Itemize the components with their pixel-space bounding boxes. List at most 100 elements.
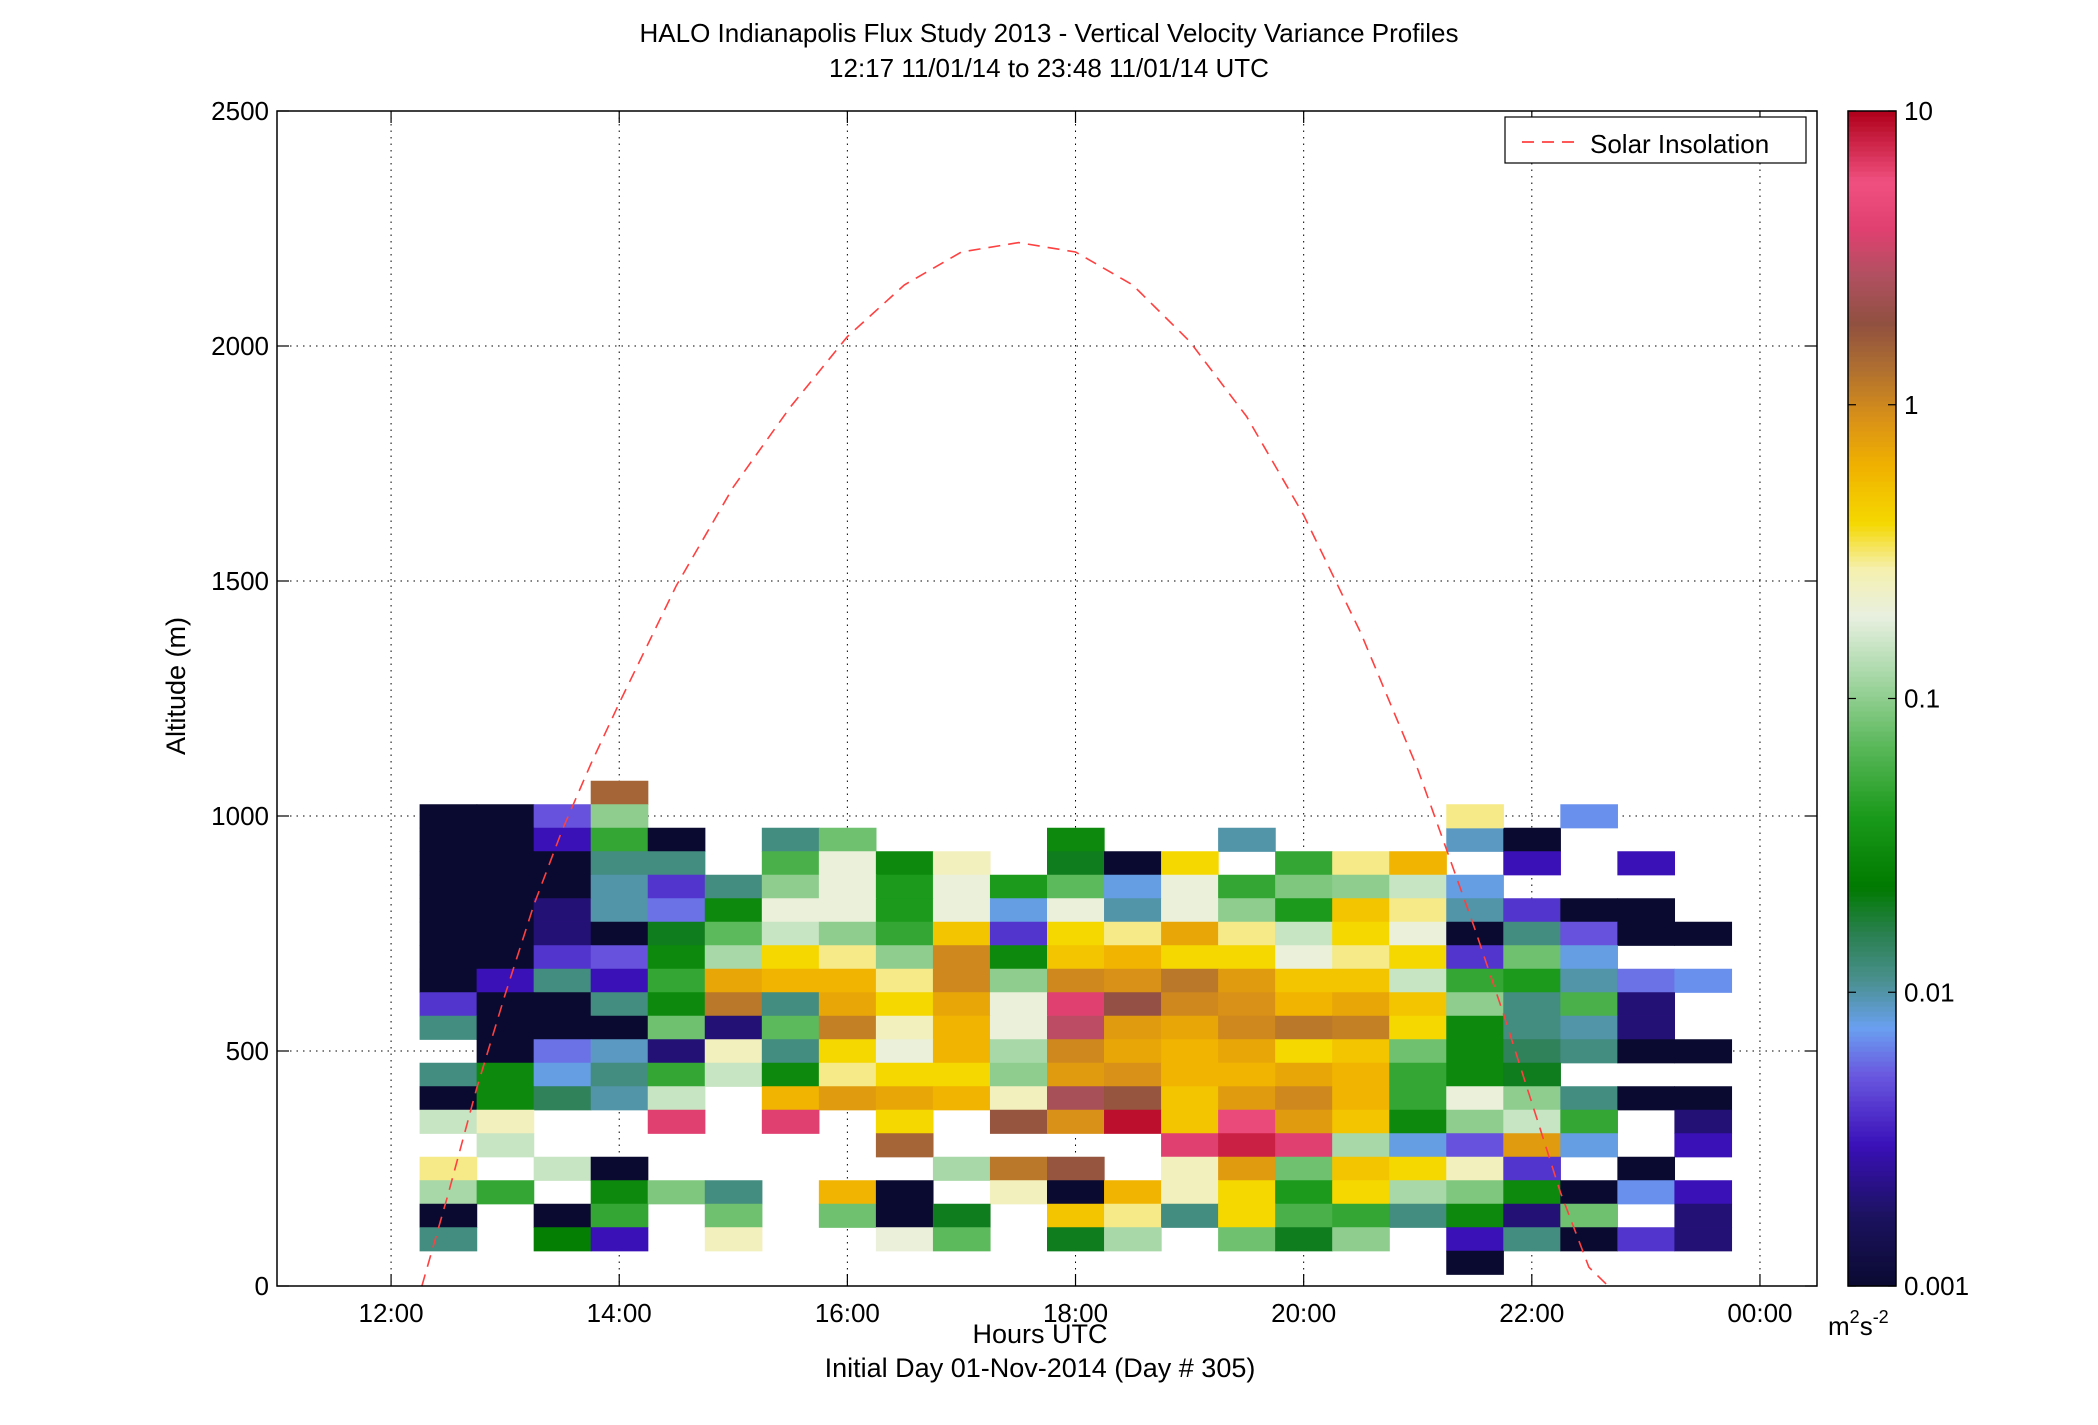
variance-cell xyxy=(533,1039,592,1064)
colorbar-swatch xyxy=(1848,1071,1896,1077)
variance-cell xyxy=(1446,827,1504,852)
colorbar-swatch xyxy=(1848,941,1896,947)
variance-cell xyxy=(1047,992,1105,1017)
variance-cell xyxy=(1275,1227,1333,1252)
variance-cell xyxy=(1674,1180,1733,1205)
colorbar-swatch xyxy=(1848,361,1896,367)
variance-cell xyxy=(590,921,649,946)
variance-cell xyxy=(818,968,877,993)
colorbar-swatch xyxy=(1848,981,1896,987)
variance-cell xyxy=(1332,1203,1390,1228)
variance-cell xyxy=(1047,874,1105,899)
colorbar-swatch xyxy=(1848,1181,1896,1187)
colorbar-swatch xyxy=(1848,231,1896,237)
variance-cell xyxy=(1389,1086,1447,1111)
variance-cell xyxy=(1674,1086,1733,1111)
variance-cell xyxy=(1674,1227,1733,1252)
variance-cell xyxy=(647,874,706,899)
variance-cell xyxy=(1617,992,1676,1017)
colorbar-swatch xyxy=(1848,381,1896,387)
variance-cell xyxy=(704,968,763,993)
colorbar-swatch xyxy=(1848,1061,1896,1067)
variance-cell xyxy=(1047,1203,1105,1228)
colorbar-swatch xyxy=(1848,456,1896,462)
variance-cell xyxy=(1332,1156,1390,1181)
variance-cell xyxy=(1446,1203,1504,1228)
variance-cell xyxy=(932,968,991,993)
colorbar-swatch xyxy=(1848,721,1896,727)
colorbar-swatch xyxy=(1848,991,1896,997)
variance-cell xyxy=(1332,851,1390,876)
variance-cell xyxy=(1332,1015,1390,1040)
variance-cell xyxy=(647,898,706,923)
variance-cell xyxy=(1332,874,1390,899)
colorbar-swatch xyxy=(1848,331,1896,337)
colorbar-swatch xyxy=(1848,221,1896,227)
variance-cell xyxy=(1446,968,1504,993)
variance-cell xyxy=(1389,1156,1447,1181)
variance-cell xyxy=(1446,1109,1504,1134)
colorbar-swatch xyxy=(1848,201,1896,207)
variance-cell xyxy=(1161,1109,1219,1134)
variance-cell xyxy=(1389,968,1447,993)
variance-cell xyxy=(533,1227,592,1252)
variance-cell xyxy=(1446,874,1504,899)
variance-cell xyxy=(1275,945,1333,970)
variance-cell xyxy=(1389,1203,1447,1228)
colorbar-swatch xyxy=(1848,256,1896,262)
variance-cell xyxy=(1560,804,1618,829)
variance-cell xyxy=(1446,1156,1504,1181)
variance-cell xyxy=(1275,1062,1333,1087)
variance-cells xyxy=(419,780,1733,1275)
colorbar-swatch xyxy=(1848,781,1896,787)
variance-cell xyxy=(1503,1015,1561,1040)
colorbar-swatch xyxy=(1848,1266,1896,1272)
colorbar-swatch xyxy=(1848,1166,1896,1172)
colorbar-swatch xyxy=(1848,131,1896,137)
colorbar-swatch xyxy=(1848,246,1896,252)
colorbar-swatch xyxy=(1848,716,1896,722)
variance-cell xyxy=(761,968,820,993)
variance-cell xyxy=(419,898,478,923)
variance-cell xyxy=(1446,1227,1504,1252)
colorbar-swatch xyxy=(1848,511,1896,517)
colorbar-swatch xyxy=(1848,196,1896,202)
colorbar-swatch xyxy=(1848,656,1896,662)
variance-cell xyxy=(590,827,649,852)
colorbar-swatch xyxy=(1848,1131,1896,1137)
colorbar-swatch xyxy=(1848,496,1896,502)
variance-cell xyxy=(1389,874,1447,899)
variance-cell xyxy=(1218,1086,1276,1111)
colorbar-swatch xyxy=(1848,801,1896,807)
colorbar-swatch xyxy=(1848,1246,1896,1252)
variance-cell xyxy=(761,992,820,1017)
legend-box xyxy=(1504,116,1807,164)
variance-cell xyxy=(761,1015,820,1040)
variance-cell xyxy=(875,1015,934,1040)
variance-cell xyxy=(1161,1086,1219,1111)
colorbar-swatch xyxy=(1848,281,1896,287)
colorbar-swatch xyxy=(1848,596,1896,602)
variance-cell xyxy=(1332,968,1390,993)
colorbar-swatch xyxy=(1848,746,1896,752)
variance-cell xyxy=(1503,992,1561,1017)
colorbar-swatch xyxy=(1848,1141,1896,1147)
variance-cell xyxy=(1047,968,1105,993)
variance-cell xyxy=(1332,921,1390,946)
variance-cell xyxy=(590,1203,649,1228)
variance-cell xyxy=(647,1086,706,1111)
colorbar-swatch xyxy=(1848,1001,1896,1007)
colorbar-swatch xyxy=(1848,181,1896,187)
variance-cell xyxy=(989,992,1048,1017)
variance-cell xyxy=(818,1039,877,1064)
variance-cell xyxy=(989,1156,1048,1181)
variance-cell xyxy=(533,992,592,1017)
variance-cell xyxy=(1674,921,1733,946)
colorbar-swatch xyxy=(1848,741,1896,747)
variance-cell xyxy=(1389,992,1447,1017)
colorbar-swatch xyxy=(1848,376,1896,382)
variance-cell xyxy=(476,851,535,876)
variance-cell xyxy=(1047,1062,1105,1087)
variance-cell xyxy=(818,945,877,970)
variance-cell xyxy=(1218,1062,1276,1087)
